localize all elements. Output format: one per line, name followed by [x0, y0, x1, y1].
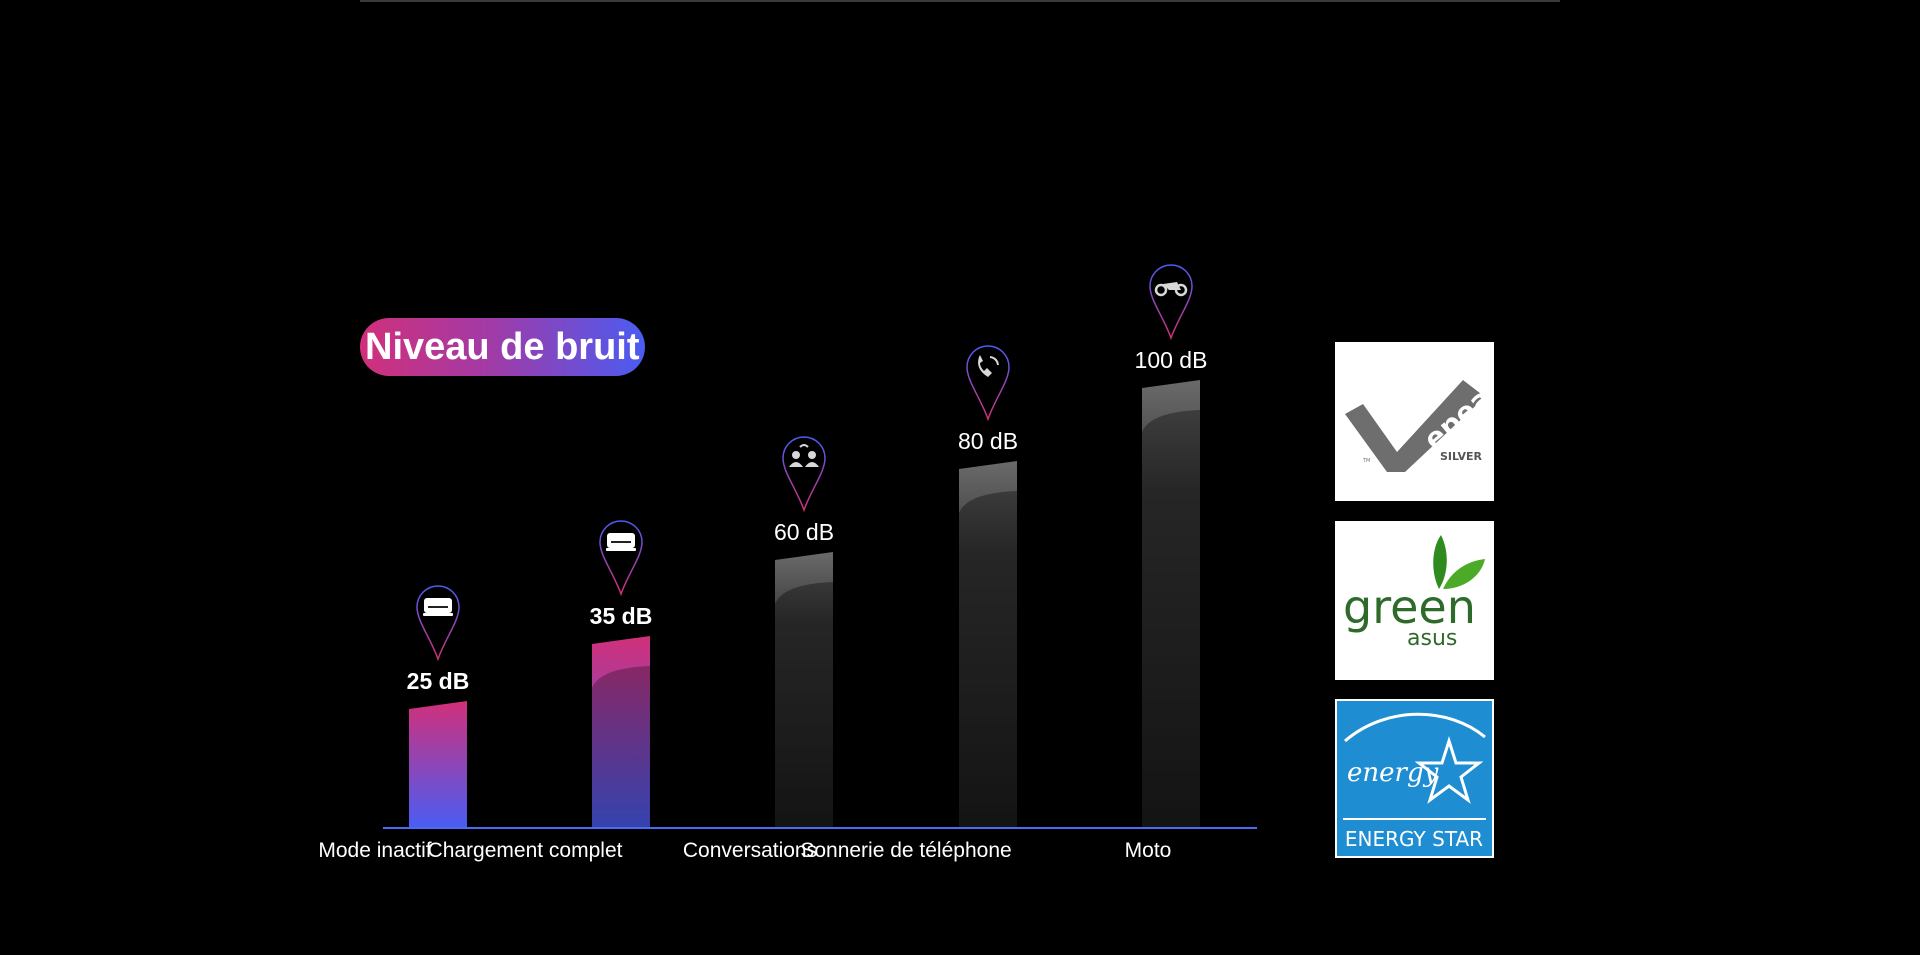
bar-1	[409, 701, 467, 827]
people-talking-icon	[789, 444, 819, 467]
value-label-1: 25 dB	[407, 668, 470, 694]
pin-marker-2	[599, 520, 643, 597]
pin-marker-1	[416, 585, 460, 662]
green-asus-logo: green asus	[1335, 521, 1494, 680]
asus-text: asus	[1407, 626, 1457, 651]
energy-star-logo: energy ENERGY STAR	[1335, 699, 1494, 858]
category-label-3: Conversations	[683, 839, 817, 862]
top-divider	[360, 0, 1560, 2]
value-label-4: 80 dB	[958, 428, 1018, 454]
chart-title-text: Niveau de bruit	[365, 325, 640, 368]
value-label-3: 60 dB	[774, 519, 834, 545]
bar-5	[1142, 380, 1200, 827]
phone-ringing-icon	[978, 355, 999, 377]
energy-script-text: energy	[1347, 758, 1439, 788]
category-label-1: Mode inactif	[318, 839, 431, 862]
bar-shade-3	[775, 582, 833, 827]
epeat-tm: TM	[1362, 458, 1370, 464]
bar-3	[775, 552, 833, 827]
bar-2	[592, 636, 650, 827]
bar-shade-4	[959, 491, 1017, 827]
chart-title: Niveau de bruit	[360, 318, 645, 376]
category-label-4: Sonnerie de téléphone	[800, 839, 1011, 862]
laptop-icon	[606, 533, 636, 551]
value-label-5: 100 dB	[1135, 347, 1208, 373]
bar-shade-2	[592, 666, 650, 827]
green-text: green	[1343, 580, 1476, 634]
energy-star-text: ENERGY STAR	[1345, 827, 1483, 851]
pin-marker-5	[1149, 264, 1193, 341]
bar-shade-5	[1142, 410, 1200, 827]
category-label-5: Moto	[1125, 839, 1172, 862]
laptop-icon	[423, 598, 453, 616]
pin-marker-4	[966, 345, 1010, 422]
motorcycle-icon	[1154, 282, 1188, 297]
epeat-silver-logo: epeat SILVER TM	[1335, 342, 1494, 501]
category-label-2: Chargement complet	[428, 839, 623, 862]
bar-4	[959, 461, 1017, 827]
value-label-2: 35 dB	[590, 603, 653, 629]
pin-marker-3	[782, 436, 826, 513]
epeat-silver-text: SILVER	[1440, 450, 1483, 463]
epeat-text: epeat	[1417, 373, 1494, 456]
